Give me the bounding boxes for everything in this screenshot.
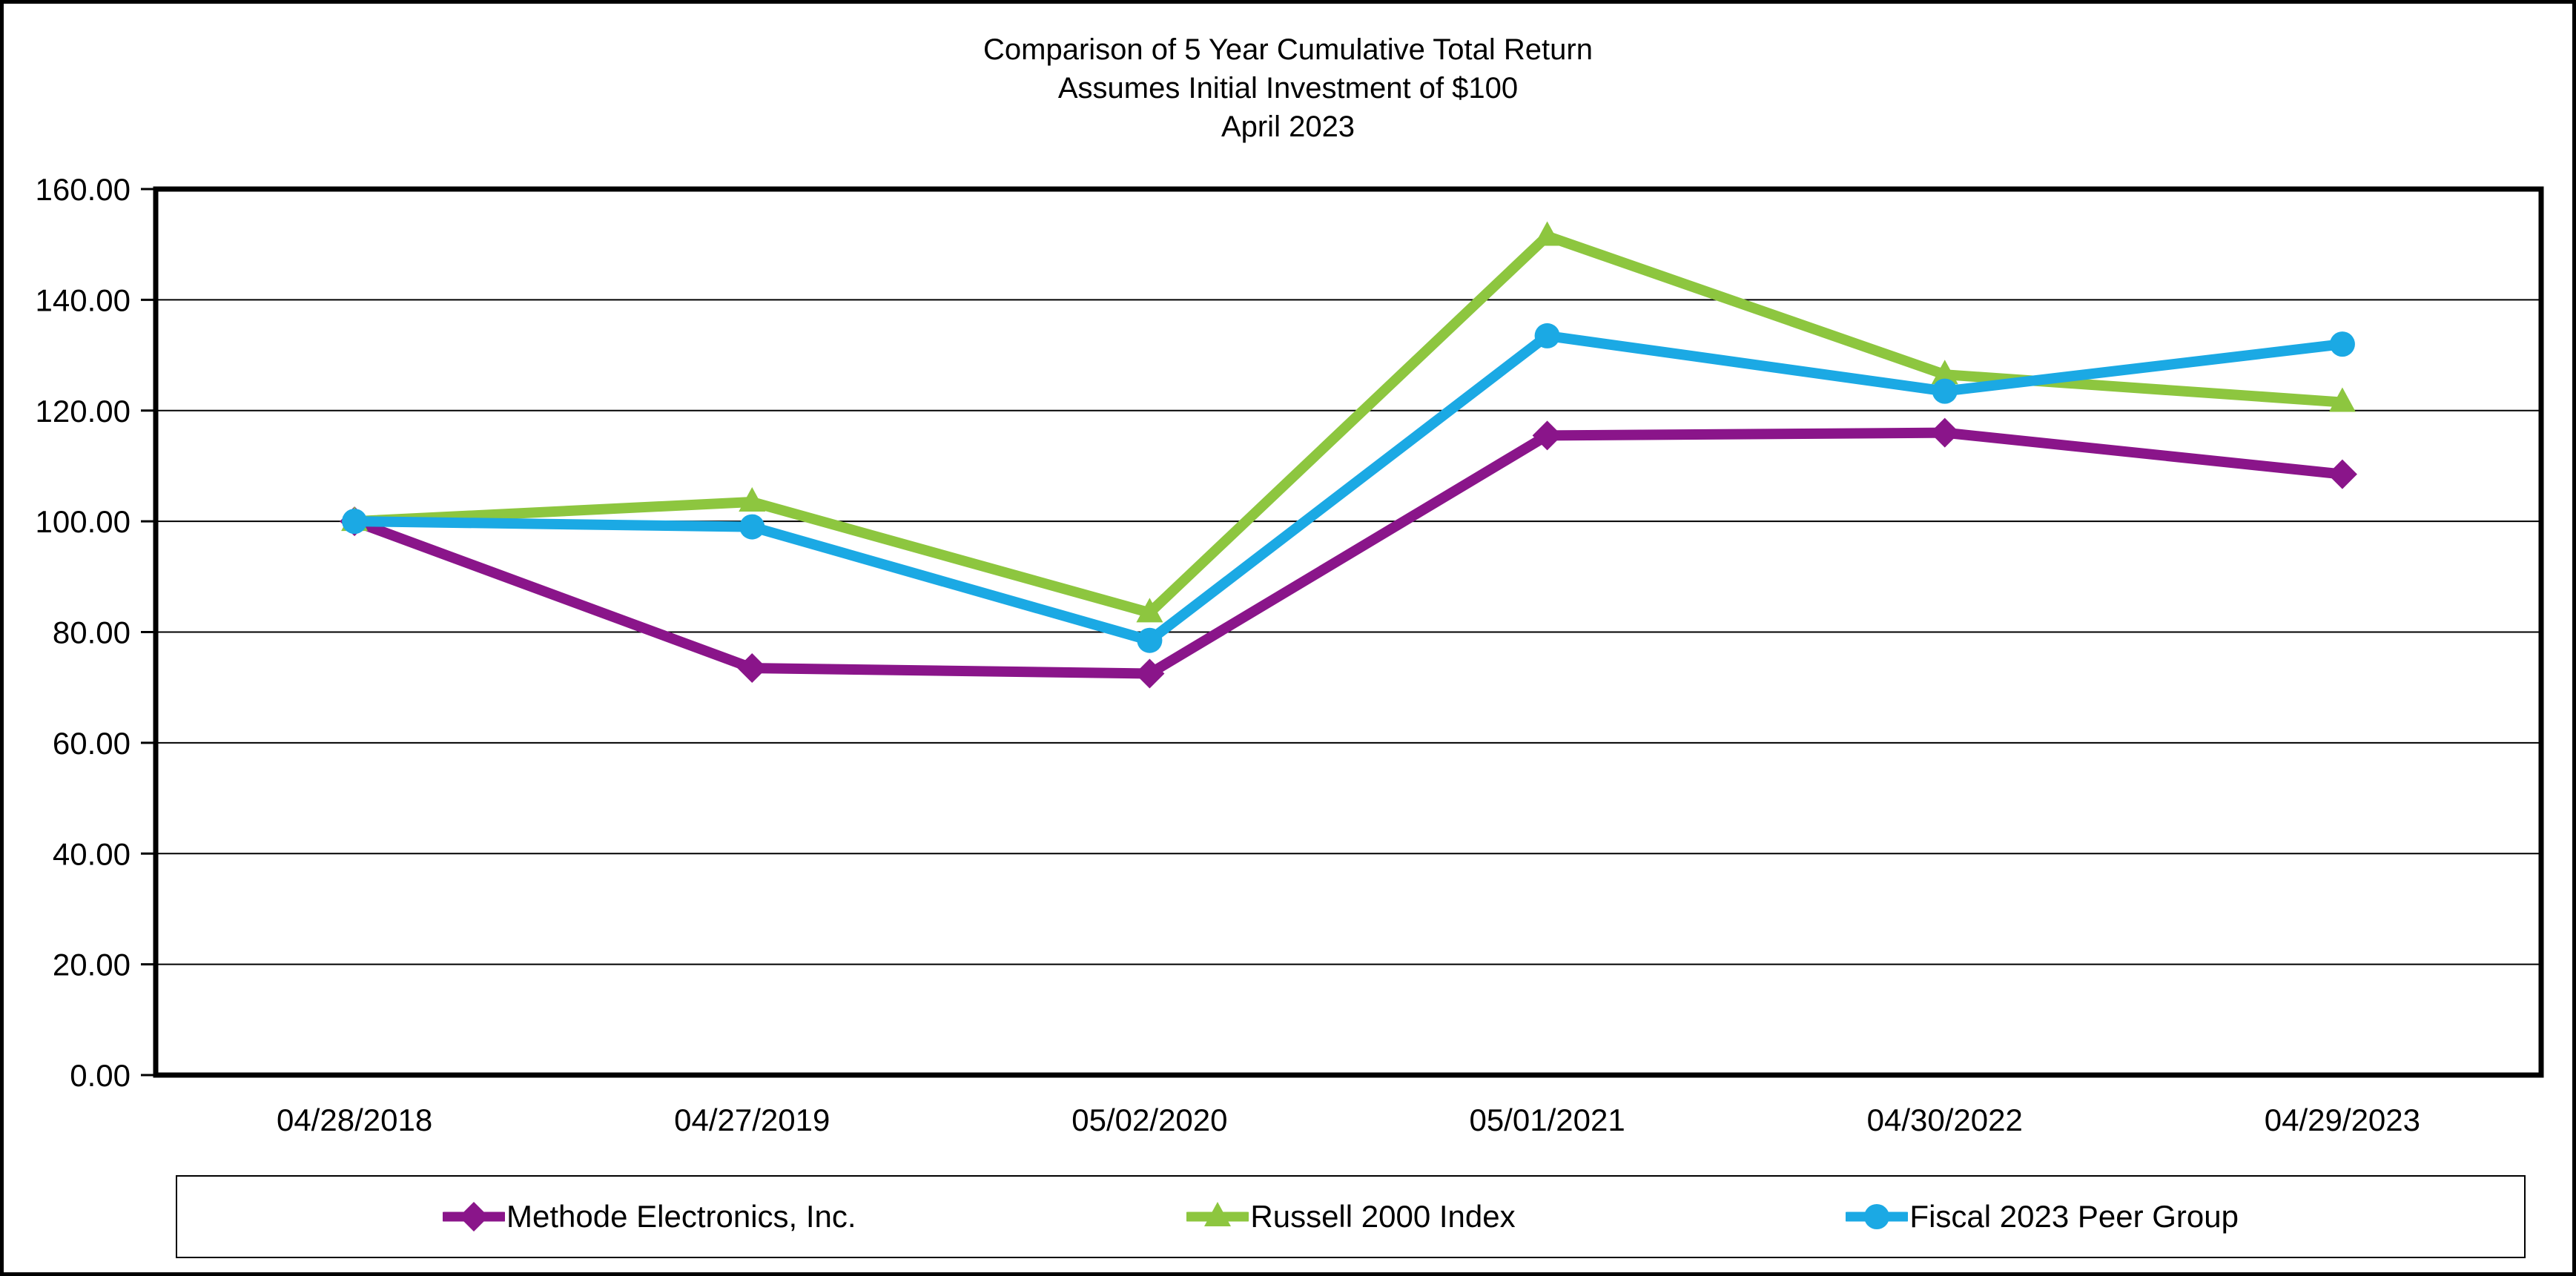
legend-label: Fiscal 2023 Peer Group bbox=[1909, 1199, 2239, 1234]
legend-triangle-icon bbox=[1186, 1202, 1249, 1226]
data-point-diamond bbox=[737, 653, 767, 684]
data-point-triangle bbox=[1204, 1202, 1232, 1226]
y-axis-label: 40.00 bbox=[53, 836, 131, 871]
legend-label: Methode Electronics, Inc. bbox=[506, 1199, 856, 1234]
data-point-circle bbox=[2329, 331, 2355, 357]
chart-period: April 2023 bbox=[1221, 110, 1355, 143]
legend-entry-2: Fiscal 2023 Peer Group bbox=[1846, 1199, 2239, 1234]
y-axis-label: 0.00 bbox=[70, 1058, 131, 1093]
data-point-diamond bbox=[1532, 420, 1562, 451]
data-point-diamond bbox=[459, 1202, 489, 1232]
y-axis-label: 160.00 bbox=[36, 172, 131, 207]
data-point-circle bbox=[739, 514, 765, 540]
x-axis-label: 05/02/2020 bbox=[1071, 1103, 1227, 1137]
x-axis-label: 04/30/2022 bbox=[1867, 1103, 2023, 1137]
x-axis-label: 04/28/2018 bbox=[277, 1103, 432, 1137]
data-point-circle bbox=[1864, 1204, 1890, 1229]
y-axis-label: 20.00 bbox=[53, 948, 131, 982]
data-point-diamond bbox=[1135, 658, 1165, 689]
chart-title: Comparison of 5 Year Cumulative Total Re… bbox=[983, 33, 1593, 66]
legend-entry-1: Russell 2000 Index bbox=[1186, 1199, 1516, 1234]
data-point-circle bbox=[1932, 378, 1958, 404]
y-axis-label: 80.00 bbox=[53, 615, 131, 650]
data-point-triangle bbox=[739, 486, 766, 512]
x-axis-label: 04/27/2019 bbox=[674, 1103, 830, 1137]
legend-circle-icon bbox=[1846, 1204, 1909, 1229]
series-line-2 bbox=[354, 330, 2343, 646]
y-axis-label: 120.00 bbox=[36, 394, 131, 429]
series-line-0 bbox=[352, 427, 2343, 679]
title-block: Comparison of 5 Year Cumulative Total Re… bbox=[4, 30, 2572, 146]
data-point-triangle bbox=[1136, 598, 1163, 623]
legend-diamond-icon bbox=[443, 1202, 505, 1232]
y-axis-label: 140.00 bbox=[36, 282, 131, 317]
plot-border bbox=[153, 186, 2544, 1078]
y-axis-label: 60.00 bbox=[53, 726, 131, 761]
y-axis-label: 100.00 bbox=[36, 504, 131, 539]
x-axis-label: 04/29/2023 bbox=[2265, 1103, 2420, 1137]
legend-label: Russell 2000 Index bbox=[1250, 1199, 1516, 1234]
chart-subtitle: Assumes Initial Investment of $100 bbox=[1057, 72, 1519, 105]
legend: Methode Electronics, Inc. Russell 2000 In… bbox=[176, 1175, 2526, 1258]
plot-area: 0.00 20.00 40.00 60.00 80.00 100.00 120.00 140.… bbox=[36, 172, 2544, 1137]
data-point-diamond bbox=[2327, 459, 2357, 489]
x-axis-label: 05/01/2021 bbox=[1469, 1103, 1625, 1137]
data-point-circle bbox=[342, 509, 368, 535]
data-point-triangle bbox=[1931, 360, 1958, 385]
legend-entry-0: Methode Electronics, Inc. bbox=[443, 1199, 856, 1234]
data-point-triangle bbox=[1533, 221, 1561, 246]
data-point-circle bbox=[1534, 323, 1560, 348]
data-point-circle bbox=[1137, 627, 1163, 653]
data-point-triangle bbox=[2328, 387, 2356, 412]
data-point-diamond bbox=[1929, 417, 1960, 448]
